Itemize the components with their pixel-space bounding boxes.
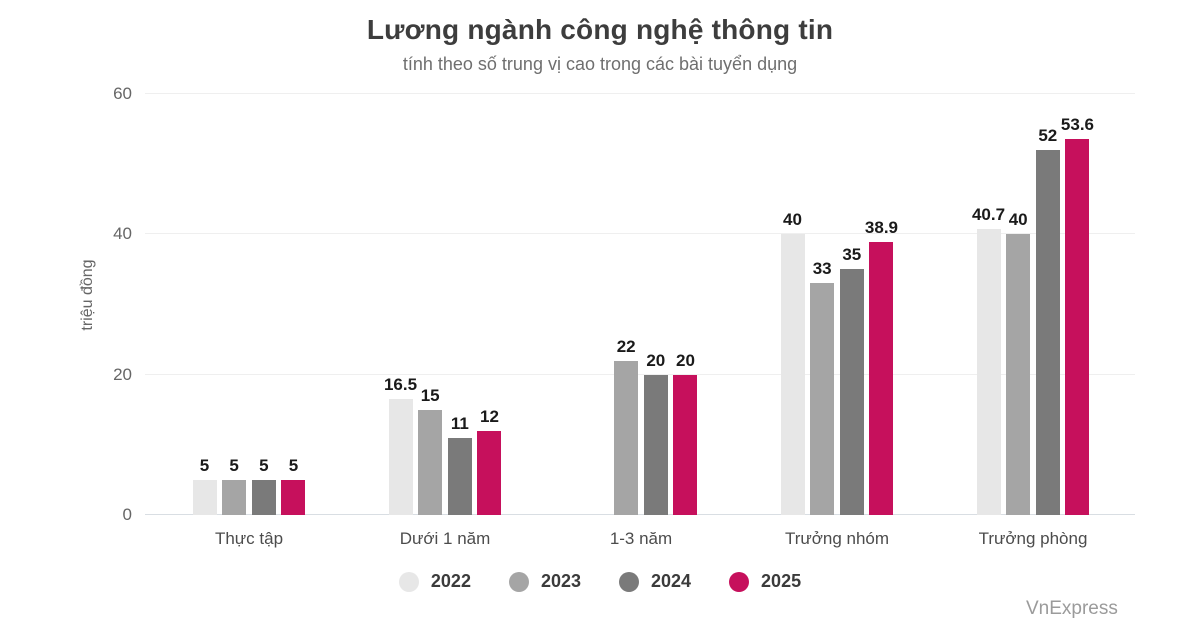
bar-value-label: 40.7	[971, 205, 1006, 225]
bar-2022-duoi-1-nam	[388, 399, 413, 515]
bar-2024-1-3-nam	[643, 374, 668, 515]
bar-value-label: 5	[259, 455, 269, 475]
bar-2023-thuc-tap	[222, 479, 247, 515]
bar-group-truong-nhom: 40 33 35 38.9	[780, 94, 898, 515]
bar-slot-2024-thuc-tap: 5	[251, 94, 276, 515]
legend-label: 2023	[540, 571, 581, 591]
legend-item-2022: 2022	[398, 571, 471, 592]
bar-slot-2022-thuc-tap: 5	[192, 94, 217, 515]
gridline-y-0	[145, 514, 1135, 515]
bar-value-label: 52	[1038, 126, 1058, 146]
bar-2023-truong-nhom	[810, 283, 835, 515]
gridline-y-40	[145, 233, 1135, 235]
bar-slot-2023-thuc-tap: 5	[222, 94, 247, 515]
legend-item-2024: 2024	[619, 571, 691, 592]
bar-2022-truong-nhom	[780, 234, 805, 515]
bar-slot-2023-truong-phong: 40	[1006, 94, 1031, 515]
x-tick-label-truong-nhom: Trưởng nhóm	[784, 529, 890, 548]
bar-value-label: 16.5	[383, 375, 418, 395]
bar-group-1-3-nam: 22 20 20	[585, 94, 698, 515]
chart-subtitle: tính theo số trung vị cao trong các bài …	[402, 54, 798, 74]
bar-2023-1-3-nam	[614, 360, 639, 515]
bar-2025-thuc-tap	[281, 479, 306, 515]
bar-value-label: 11	[450, 413, 469, 433]
bar-2025-1-3-nam	[673, 374, 698, 515]
x-tick-label-truong-phong: Trưởng phòng	[978, 529, 1088, 548]
bar-slot-2022-truong-nhom: 40	[780, 94, 805, 515]
bar-value-label: 33	[812, 259, 832, 279]
bar-slot-2025-1-3-nam: 20	[673, 94, 698, 515]
bar-value-label: 22	[616, 336, 636, 356]
plot-area: 5 5 5 5 16.5 15 11 12 22 20 20 40 33 35 38.9 40.7 40 52 53…	[145, 93, 1135, 515]
bar-slot-2022-1-3-nam	[585, 94, 609, 515]
bar-slot-2023-truong-nhom: 33	[810, 94, 835, 515]
bar-value-label: 53.6	[1060, 114, 1095, 134]
bar-group-duoi-1-nam: 16.5 15 11 12	[384, 94, 502, 515]
legend-item-2023: 2023	[508, 571, 581, 592]
legend: 2022 2023 2024 2025	[0, 571, 1200, 592]
bar-2023-duoi-1-nam	[418, 409, 443, 515]
bar-slot-2024-1-3-nam: 20	[643, 94, 668, 515]
bar-value-label: 40	[783, 210, 802, 230]
bar-2025-duoi-1-nam	[477, 430, 502, 515]
bar-2025-truong-phong	[1065, 138, 1090, 515]
bar-slot-2025-truong-nhom: 38.9	[865, 94, 898, 515]
bar-2022-truong-phong	[976, 229, 1001, 515]
bar-value-label: 20	[676, 350, 695, 370]
legend-dot-icon	[508, 571, 529, 592]
bar-value-label: 5	[288, 455, 299, 475]
bar-value-label: 5	[229, 455, 239, 475]
bar-value-label: 12	[480, 406, 499, 426]
legend-dot-icon	[619, 571, 639, 592]
legend-label: 2024	[651, 571, 692, 591]
legend-label: 2022	[430, 571, 471, 591]
x-tick-label-duoi-1-nam: Dưới 1 năm	[399, 529, 491, 548]
bar-2025-truong-nhom	[869, 242, 894, 515]
bar-slot-2025-truong-phong: 53.6	[1061, 94, 1094, 515]
bar-value-label: 38.9	[864, 218, 899, 238]
legend-dot-icon	[398, 571, 419, 592]
bar-group-truong-phong: 40.7 40 52 53.6	[972, 94, 1094, 515]
x-tick-label-thuc-tap: Thực tập	[214, 529, 284, 548]
bar-2024-thuc-tap	[251, 479, 276, 515]
bar-2024-truong-phong	[1035, 150, 1060, 515]
y-axis-title: triệu đồng	[79, 259, 96, 331]
bar-slot-2023-duoi-1-nam: 15	[418, 94, 443, 515]
bar-value-label: 20	[646, 350, 666, 370]
legend-label: 2025	[761, 571, 802, 591]
y-tick-label-60: 60	[113, 84, 132, 103]
bar-value-label: 5	[199, 455, 210, 475]
bar-2022-thuc-tap	[192, 479, 217, 515]
gridline-y-20	[145, 373, 1135, 375]
bar-slot-2022-duoi-1-nam: 16.5	[384, 94, 417, 515]
bar-2024-truong-nhom	[839, 269, 864, 515]
bar-slot-2024-truong-phong: 52	[1035, 94, 1060, 515]
bar-2024-duoi-1-nam	[447, 437, 472, 515]
bar-value-label: 15	[420, 385, 440, 405]
bar-value-label: 40	[1008, 210, 1028, 230]
bar-slot-2023-1-3-nam: 22	[614, 94, 639, 515]
y-tick-label-20: 20	[113, 364, 132, 384]
bar-slot-2022-truong-phong: 40.7	[972, 94, 1005, 515]
bar-2023-truong-phong	[1006, 234, 1031, 515]
bar-slot-2024-duoi-1-nam: 11	[447, 94, 472, 515]
x-tick-label-1-3-nam: 1-3 năm	[609, 529, 673, 548]
bar-slot-2025-thuc-tap: 5	[281, 94, 306, 515]
chart-title: Lương ngành công nghệ thông tin	[366, 14, 834, 45]
gridline-y-60	[145, 93, 1135, 94]
bar-slot-2025-duoi-1-nam: 12	[477, 94, 502, 515]
watermark: VnExpress	[1026, 598, 1118, 619]
bar-value-label: 35	[842, 245, 862, 265]
bar-slot-2024-truong-nhom: 35	[839, 94, 864, 515]
y-tick-label-0: 0	[122, 505, 132, 524]
legend-item-2025: 2025	[729, 571, 801, 592]
y-tick-label-40: 40	[113, 224, 132, 244]
legend-dot-icon	[729, 571, 750, 592]
